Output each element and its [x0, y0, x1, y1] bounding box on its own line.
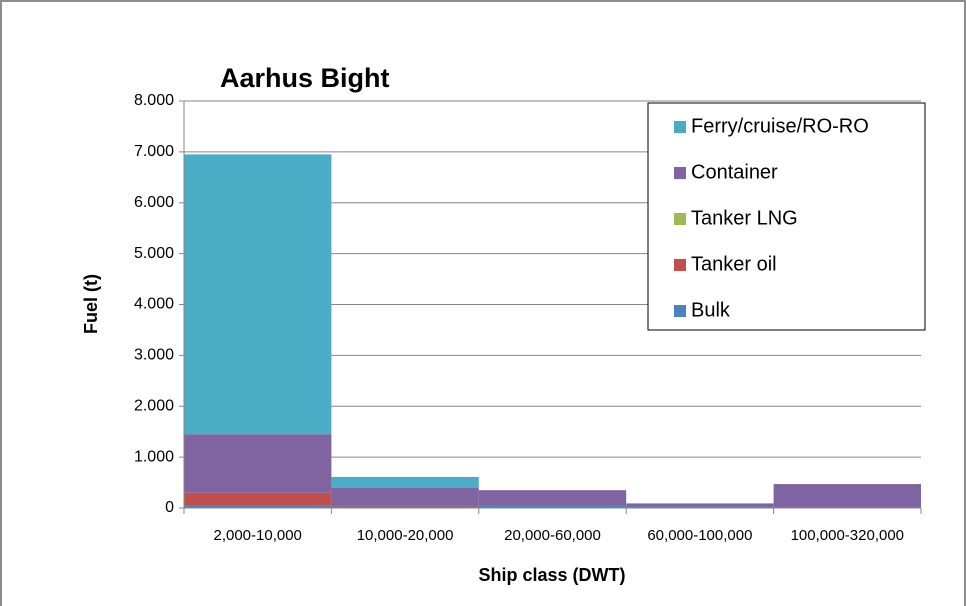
bar-segment — [331, 505, 479, 507]
y-tick-label: 6.000 — [134, 194, 174, 211]
bar-segment — [626, 506, 774, 508]
y-tick-label: 7.000 — [134, 143, 174, 160]
x-tick-label: 100,000-320,000 — [791, 527, 904, 544]
legend-swatch — [674, 167, 686, 179]
legend-label: Ferry/cruise/RO-RO — [691, 115, 869, 137]
bar-segment — [184, 505, 332, 508]
bar-segment — [626, 503, 774, 507]
legend-label: Tanker oil — [691, 253, 777, 275]
y-tick-label: 8.000 — [134, 92, 174, 109]
y-tick-label: 4.000 — [134, 296, 174, 313]
y-axis-label: Fuel (t) — [81, 274, 101, 334]
bar-segment — [478, 505, 627, 508]
legend-label: Tanker LNG — [691, 207, 798, 229]
legend-swatch — [674, 305, 686, 317]
y-tick-label: 5.000 — [134, 245, 174, 262]
bar-segment — [773, 484, 921, 507]
bar-segment — [478, 490, 627, 506]
bar-segment — [184, 154, 332, 435]
bar-segment — [331, 487, 479, 506]
x-tick-label: 20,000-60,000 — [504, 527, 601, 544]
legend-label: Container — [691, 161, 778, 183]
y-tick-label: 2.000 — [134, 397, 174, 414]
bar-segment — [331, 476, 479, 488]
bar-segment — [773, 506, 921, 508]
x-tick-label: 60,000-100,000 — [647, 527, 752, 544]
y-tick-label: 0 — [165, 499, 174, 516]
legend-swatch — [674, 259, 686, 271]
x-axis-label: Ship class (DWT) — [478, 565, 625, 585]
legend-label: Bulk — [691, 299, 731, 321]
legend-swatch — [674, 121, 686, 133]
x-tick-label: 2,000-10,000 — [213, 527, 301, 544]
chart-title: Aarhus Bight — [220, 63, 390, 93]
x-tick-label: 10,000-20,000 — [357, 527, 454, 544]
bar-segment — [184, 492, 332, 506]
y-tick-label: 3.000 — [134, 347, 174, 364]
bar-segment — [184, 434, 332, 493]
y-tick-label: 1.000 — [134, 448, 174, 465]
legend-box — [647, 102, 926, 331]
bar-segment — [331, 506, 479, 508]
legend-swatch — [674, 213, 686, 225]
